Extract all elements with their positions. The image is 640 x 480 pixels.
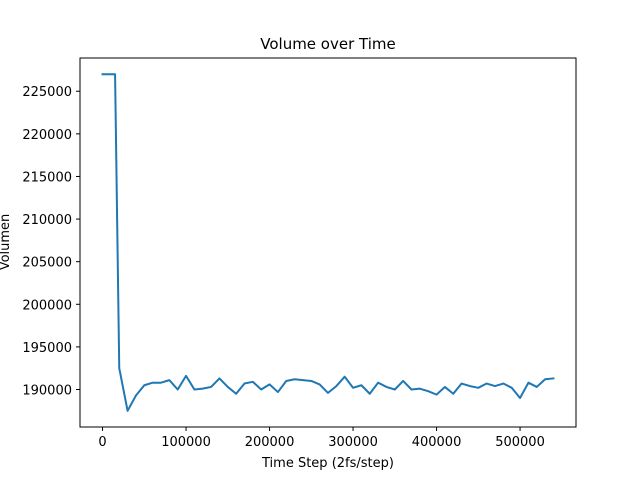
- y-tick-label: 220000: [22, 128, 72, 143]
- x-tick-label: 0: [98, 435, 106, 450]
- x-tick-label: 400000: [412, 435, 462, 450]
- x-axis: 0 100000 200000 300000 400000 500000: [98, 427, 545, 450]
- y-tick-label: 205000: [22, 256, 72, 271]
- y-axis: 190000 195000 200000 205000 210000 215000 2200…: [22, 85, 80, 399]
- x-tick-label: 300000: [328, 435, 378, 450]
- chart-title: Volume over Time: [260, 35, 395, 53]
- y-tick-label: 190000: [22, 384, 72, 399]
- y-tick-label: 195000: [22, 341, 72, 356]
- axes-frame: [79, 57, 577, 428]
- series-line-1: [101, 73, 555, 412]
- x-axis-label: Time Step (2fs/step): [261, 456, 394, 471]
- y-tick-label: 225000: [22, 85, 72, 100]
- y-tick-label: 215000: [22, 170, 72, 185]
- plot-area: [79, 57, 577, 428]
- x-tick-label: 100000: [161, 435, 211, 450]
- y-tick-label: 210000: [22, 213, 72, 228]
- x-tick-label: 200000: [245, 435, 295, 450]
- y-axis-label: Volumen: [0, 214, 13, 271]
- y-tick-label: 200000: [22, 298, 72, 313]
- x-tick-label: 500000: [495, 435, 545, 450]
